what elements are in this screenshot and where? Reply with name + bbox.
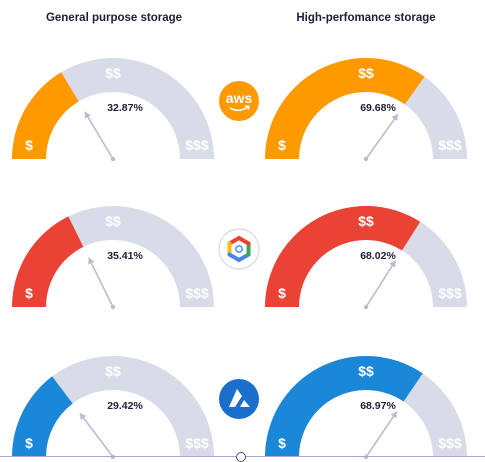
high-cost-symbol: $$$ <box>185 285 209 301</box>
low-cost-symbol: $ <box>25 435 33 451</box>
gauge-needle <box>84 111 114 160</box>
high-cost-symbol: $$$ <box>438 137 462 153</box>
mid-cost-symbol: $$ <box>105 65 121 81</box>
gauge-value-label: 32.87% <box>107 102 143 114</box>
gauge-value-label: 69.68% <box>360 102 396 114</box>
gauge-value-label: 68.02% <box>360 250 396 262</box>
gauge-needle-head <box>389 260 396 268</box>
gauge-needle <box>365 260 397 308</box>
gauge-needle-head <box>79 413 87 420</box>
low-cost-symbol: $ <box>25 285 33 301</box>
high-cost-symbol: $$$ <box>185 137 209 153</box>
gauge-value-arc <box>265 58 425 159</box>
general-purpose-gauge: 29.42%$$$$$$ <box>12 356 214 460</box>
gauge-needle-pivot <box>363 304 369 310</box>
gauge-needle-pivot <box>363 156 369 162</box>
gauge-value-arc <box>12 72 79 159</box>
mid-cost-symbol: $$ <box>105 213 121 229</box>
aws-logo-icon: aws <box>219 81 259 121</box>
gauge-value-label: 35.41% <box>107 250 143 262</box>
high-performance-gauge: 68.02%$$$$$$ <box>265 206 467 310</box>
low-cost-symbol: $ <box>278 137 286 153</box>
high-performance-gauge: 69.68%$$$$$$ <box>265 58 467 162</box>
gauge-needle-head <box>84 111 91 119</box>
gauge-value-arc <box>265 355 423 457</box>
high-performance-gauge: 68.97%$$$$$$ <box>265 355 467 460</box>
gauge-needle <box>87 257 114 308</box>
high-performance-header: High-perfomance storage <box>296 12 436 24</box>
mid-cost-symbol: $$ <box>358 363 374 379</box>
low-cost-symbol: $ <box>25 137 33 153</box>
gauge-value-label: 29.42% <box>107 400 143 412</box>
high-cost-symbol: $$$ <box>438 285 462 301</box>
gauge-needle-pivot <box>110 156 116 162</box>
gauge-value-label: 68.97% <box>360 400 396 412</box>
general-purpose-gauge: 32.87%$$$$$$ <box>12 58 214 162</box>
google-cloud-logo-icon <box>218 228 260 270</box>
mid-cost-symbol: $$ <box>358 65 374 81</box>
gauge-needle-pivot <box>363 454 369 460</box>
low-cost-symbol: $ <box>278 435 286 451</box>
high-cost-symbol: $$$ <box>438 435 462 451</box>
mid-cost-symbol: $$ <box>105 363 121 379</box>
azure-logo-icon <box>219 379 259 419</box>
gauge-value-arc <box>12 216 84 307</box>
gauge-needle <box>365 411 398 458</box>
gauge-needle-head <box>88 257 95 265</box>
high-cost-symbol: $$$ <box>185 435 209 451</box>
gauge-track <box>12 356 214 457</box>
general-purpose-gauge: 35.41%$$$$$$ <box>12 206 214 310</box>
low-cost-symbol: $ <box>278 285 286 301</box>
mid-cost-symbol: $$ <box>358 213 374 229</box>
gauge-needle-pivot <box>110 454 116 460</box>
general-purpose-header: General purpose storage <box>45 12 183 24</box>
gauge-needle-head <box>390 411 397 419</box>
gauge-needle-head <box>391 114 398 122</box>
gauge-needle <box>365 113 399 160</box>
aws-logo-text: aws <box>226 90 253 106</box>
gauge-needle-pivot <box>110 304 116 310</box>
gauge-value-arc <box>265 206 421 307</box>
gauge-needle <box>79 412 114 458</box>
gauge-value-arc <box>12 376 73 457</box>
